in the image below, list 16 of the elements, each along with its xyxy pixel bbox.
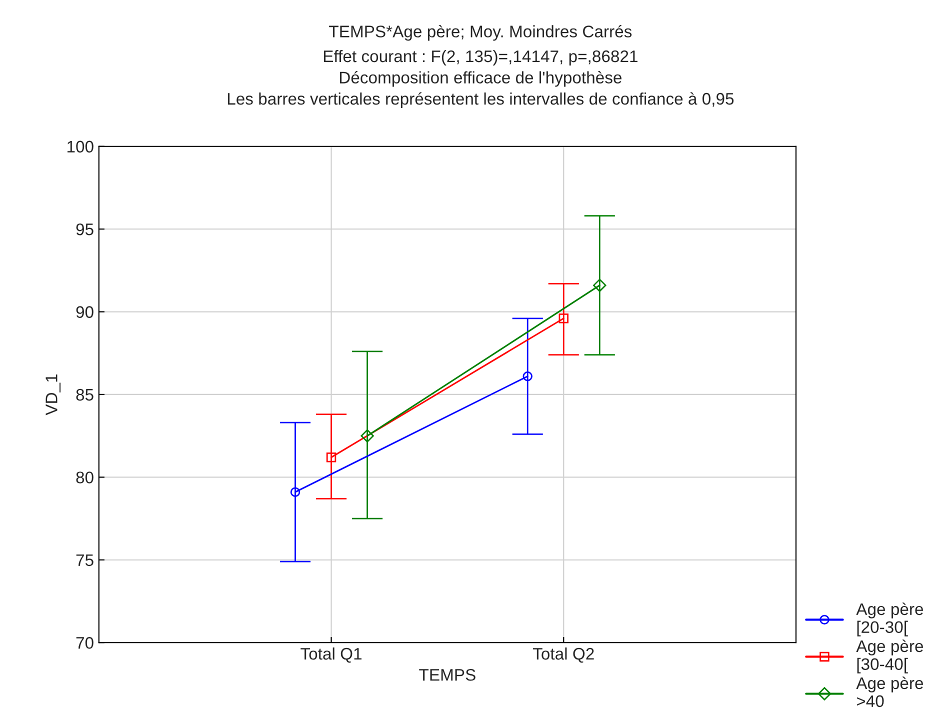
legend-label: Age père >40 — [856, 676, 924, 708]
legend-label: Age père [30-40[ — [856, 640, 924, 674]
chart-subtitle: Effet courant : F(2, 135)=,14147, p=,86821 Décomposition efficace de l'hypothèse Les barres verticales représentent les intervalles de confiance à 0,95 — [228, 50, 734, 108]
legend-label: Age père [20-30[ — [856, 602, 924, 636]
x-axis-title: TEMPS — [419, 668, 476, 681]
chart-title: TEMPS*Age père; Moy. Moindres Carrés — [329, 24, 632, 41]
y-tick-label: 85 — [76, 388, 94, 401]
y-tick-label: 95 — [76, 223, 94, 236]
x-tick-label: Total Q1 — [300, 647, 362, 663]
y-axis-title: VD_1 — [46, 374, 61, 416]
x-tick-label: Total Q2 — [532, 647, 594, 663]
y-tick-label: 70 — [76, 637, 94, 649]
y-tick-label: 75 — [76, 554, 94, 566]
y-tick-label: 80 — [76, 472, 94, 484]
y-tick-label: 90 — [76, 306, 94, 318]
y-tick-label: 100 — [68, 140, 94, 153]
